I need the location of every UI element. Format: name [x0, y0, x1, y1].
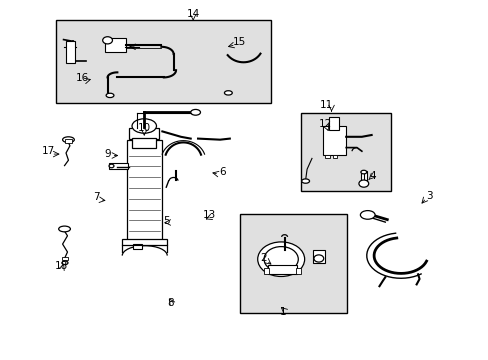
- Text: 12: 12: [318, 119, 331, 129]
- Text: 8: 8: [166, 298, 173, 308]
- Bar: [312, 250, 325, 263]
- Bar: [322, 126, 346, 155]
- Bar: [65, 139, 72, 143]
- Ellipse shape: [313, 255, 323, 262]
- Text: 9: 9: [104, 149, 111, 159]
- Ellipse shape: [224, 91, 232, 95]
- Bar: [122, 239, 167, 245]
- Ellipse shape: [106, 93, 114, 98]
- Bar: [264, 268, 268, 274]
- Ellipse shape: [264, 247, 298, 272]
- Bar: [133, 244, 142, 249]
- Text: 7: 7: [93, 192, 100, 202]
- Bar: [267, 265, 297, 274]
- Ellipse shape: [360, 211, 374, 219]
- Ellipse shape: [257, 242, 304, 276]
- Ellipse shape: [360, 170, 366, 174]
- Text: 6: 6: [219, 167, 225, 177]
- Text: 18: 18: [54, 261, 68, 271]
- Bar: [328, 117, 339, 130]
- Bar: [360, 171, 366, 184]
- Ellipse shape: [358, 180, 368, 187]
- Bar: [105, 38, 125, 52]
- Ellipse shape: [62, 137, 74, 143]
- Text: 13: 13: [202, 210, 216, 220]
- Bar: [325, 155, 329, 158]
- Text: 2: 2: [260, 253, 267, 264]
- Text: 16: 16: [75, 73, 89, 84]
- Bar: [296, 268, 301, 274]
- Bar: [108, 163, 128, 169]
- Bar: [239, 214, 346, 313]
- Ellipse shape: [132, 119, 156, 133]
- Text: 11: 11: [319, 100, 333, 110]
- Text: 1: 1: [280, 307, 286, 318]
- Bar: [127, 140, 162, 241]
- Bar: [332, 155, 337, 158]
- Text: 17: 17: [42, 146, 56, 156]
- Bar: [132, 138, 156, 148]
- Ellipse shape: [109, 164, 114, 168]
- Bar: [61, 257, 68, 260]
- Text: 10: 10: [138, 123, 150, 133]
- Text: 15: 15: [232, 37, 246, 48]
- Text: 4: 4: [368, 171, 375, 181]
- Ellipse shape: [59, 226, 70, 232]
- Ellipse shape: [190, 109, 200, 115]
- Text: 14: 14: [186, 9, 200, 19]
- Ellipse shape: [102, 37, 112, 44]
- Text: 5: 5: [163, 216, 169, 226]
- Text: 3: 3: [425, 191, 432, 201]
- Bar: [300, 113, 390, 191]
- Ellipse shape: [301, 179, 309, 183]
- Ellipse shape: [62, 261, 68, 265]
- Bar: [66, 41, 75, 63]
- Bar: [56, 20, 271, 103]
- Bar: [129, 128, 159, 139]
